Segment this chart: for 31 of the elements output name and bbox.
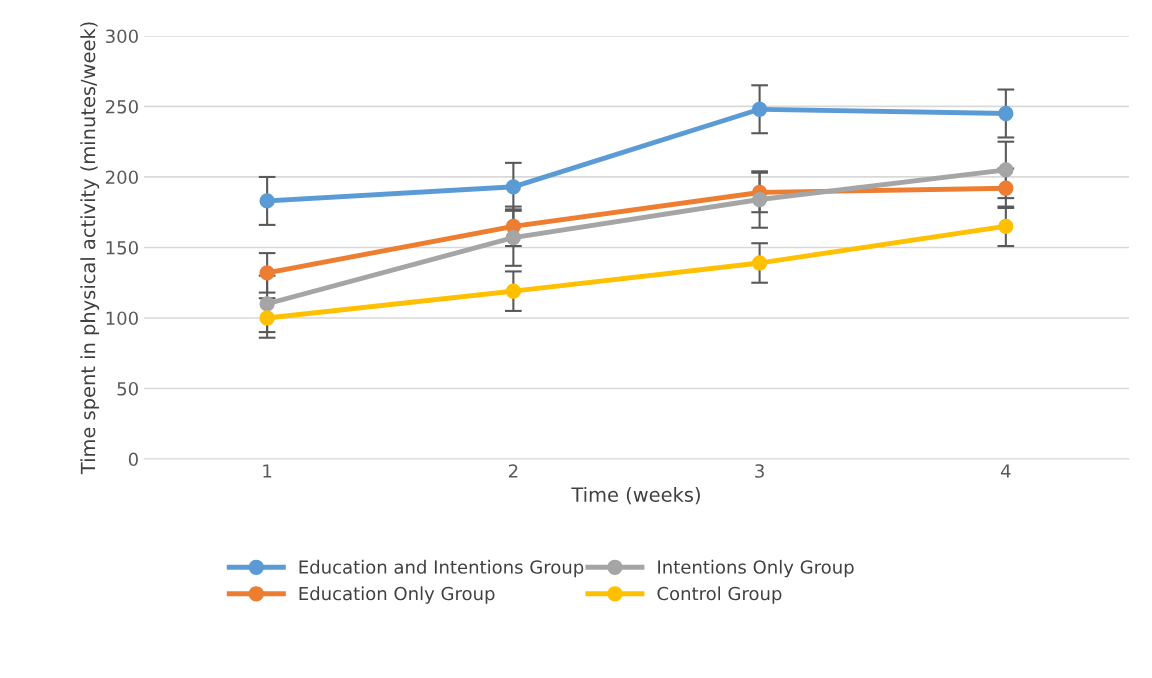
point	[259, 265, 275, 281]
point	[998, 105, 1014, 122]
point	[751, 191, 768, 208]
point	[505, 179, 521, 195]
point	[998, 180, 1014, 196]
point	[505, 283, 521, 299]
y-axis-title: Time spent in physical activity (minutes/week)	[80, 22, 100, 475]
y-tick-label: 150	[106, 240, 138, 255]
y-tick-label: 300	[106, 29, 138, 44]
legend-label: Education Only Group	[299, 586, 495, 604]
x-tick-label: 2	[508, 464, 518, 478]
point	[259, 296, 275, 312]
point	[751, 101, 768, 117]
point	[998, 162, 1014, 178]
point	[998, 218, 1014, 234]
y-tick-label: 0	[128, 452, 138, 467]
y-tick-label: 50	[117, 381, 138, 396]
point	[505, 229, 521, 246]
x-axis-title: Time (weeks)	[571, 486, 700, 505]
x-tick-label: 4	[1000, 464, 1011, 478]
legend-label: Intentions Only Group	[658, 559, 854, 578]
point	[259, 310, 275, 326]
point	[259, 193, 275, 209]
x-tick-label: 1	[263, 464, 272, 478]
y-tick-label: 200	[106, 170, 138, 185]
y-tick-label: 250	[106, 99, 138, 114]
legend-label: Control Group	[657, 586, 782, 604]
y-tick-label: 100	[106, 311, 138, 326]
x-tick-label: 3	[755, 464, 764, 478]
legend-label: Education and Intentions Group	[299, 559, 584, 578]
point	[751, 255, 768, 271]
